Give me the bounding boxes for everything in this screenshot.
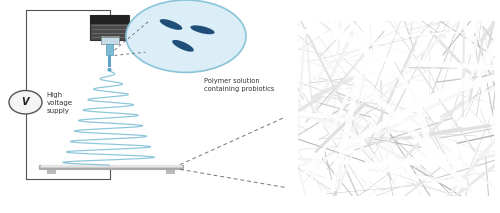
Text: High
voltage
supply: High voltage supply bbox=[46, 92, 72, 114]
FancyBboxPatch shape bbox=[90, 15, 129, 40]
Bar bbox=[46, 169, 56, 174]
Ellipse shape bbox=[190, 25, 214, 34]
Circle shape bbox=[9, 91, 42, 114]
Ellipse shape bbox=[160, 19, 182, 30]
Ellipse shape bbox=[108, 68, 112, 72]
Ellipse shape bbox=[126, 0, 246, 72]
Bar bbox=[108, 55, 111, 67]
Bar bbox=[40, 165, 182, 167]
Ellipse shape bbox=[172, 40, 194, 52]
Bar bbox=[166, 169, 175, 174]
Bar bbox=[106, 44, 113, 55]
Bar bbox=[90, 15, 129, 24]
Bar bbox=[39, 165, 183, 169]
Bar bbox=[100, 36, 118, 44]
Bar bbox=[39, 168, 183, 169]
Text: Polymer solution
containing probiotics: Polymer solution containing probiotics bbox=[204, 78, 274, 92]
Text: V: V bbox=[22, 97, 29, 107]
